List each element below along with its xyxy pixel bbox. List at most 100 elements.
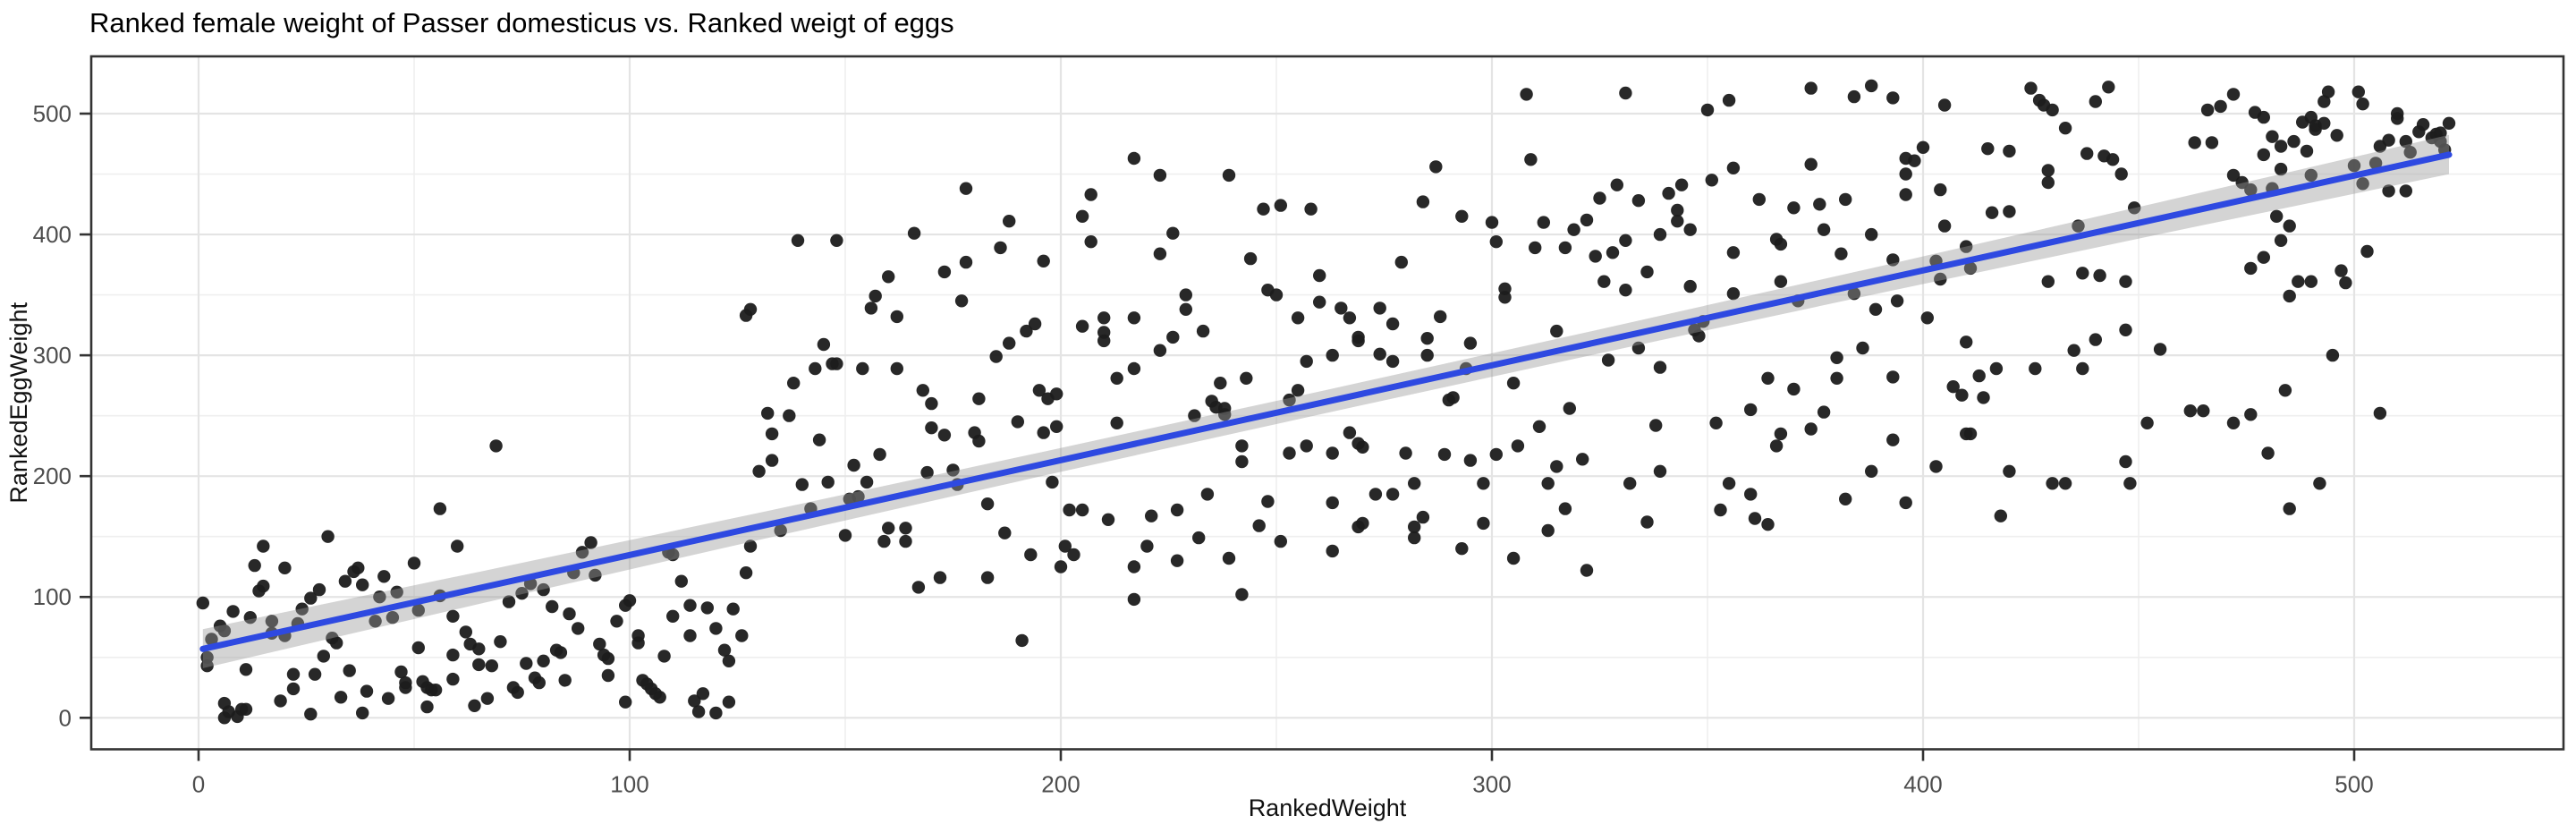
data-point — [1920, 311, 1934, 325]
data-point — [899, 522, 912, 535]
data-point — [1291, 311, 1305, 325]
data-point — [1252, 519, 1266, 532]
data-point — [856, 361, 869, 376]
data-point — [537, 654, 550, 667]
data-point — [812, 433, 826, 446]
data-point — [2003, 464, 2016, 478]
data-point — [821, 475, 835, 489]
data-point — [2244, 408, 2258, 421]
data-point — [2205, 136, 2219, 149]
data-point — [1640, 265, 1654, 279]
data-point — [1046, 475, 1059, 489]
data-point — [2058, 122, 2072, 135]
data-point — [2266, 130, 2279, 143]
data-point — [257, 539, 270, 553]
data-point — [1261, 495, 1275, 508]
data-point — [2235, 175, 2249, 190]
data-point — [2313, 477, 2326, 490]
data-point — [1037, 254, 1050, 268]
data-point — [1580, 564, 1594, 577]
data-point — [683, 629, 697, 642]
data-point — [1524, 153, 1538, 166]
data-point — [2076, 267, 2089, 280]
data-point — [2360, 244, 2374, 259]
data-point — [1804, 81, 1818, 95]
data-point — [2046, 477, 2059, 490]
data-point — [972, 392, 986, 405]
data-point — [390, 585, 403, 599]
x-axis-title: RankedWeight — [1249, 794, 1407, 821]
data-point — [882, 270, 895, 284]
data-point — [739, 566, 753, 580]
data-point — [1890, 294, 1904, 308]
data-point — [907, 226, 921, 240]
panel-border — [89, 55, 2565, 751]
data-point — [1075, 503, 1089, 517]
data-point — [334, 691, 348, 704]
data-point — [593, 637, 606, 651]
data-point — [1455, 542, 1469, 556]
data-point — [1532, 420, 1546, 433]
data-point — [601, 651, 615, 666]
data-point — [2119, 454, 2132, 469]
data-point — [989, 350, 1003, 363]
data-point — [1020, 324, 1033, 338]
data-point — [2356, 177, 2369, 191]
data-point — [399, 681, 412, 694]
data-point — [1127, 361, 1141, 376]
data-point — [360, 684, 374, 698]
data-point — [1127, 592, 1141, 607]
data-point — [1671, 203, 1684, 217]
data-point — [890, 310, 903, 324]
data-point — [1110, 416, 1123, 429]
y-tick-label: 400 — [33, 221, 72, 248]
data-point — [1170, 554, 1184, 567]
data-point — [765, 454, 779, 467]
data-point — [2283, 219, 2296, 233]
data-point — [1028, 317, 1042, 331]
data-point — [2119, 275, 2132, 288]
data-point — [1692, 329, 1706, 343]
data-point — [1373, 302, 1386, 315]
data-point — [1597, 275, 1611, 288]
data-point — [911, 581, 926, 594]
data-point — [1153, 168, 1167, 183]
data-point — [864, 302, 878, 315]
data-point — [196, 596, 209, 610]
data-point — [809, 361, 822, 376]
data-point — [830, 234, 843, 247]
data-point — [1847, 89, 1861, 104]
data-point — [1955, 388, 1969, 402]
data-point — [1326, 544, 1339, 558]
data-point — [1981, 142, 1995, 156]
data-point — [1235, 454, 1249, 469]
data-point — [1868, 302, 1883, 316]
data-point — [205, 633, 218, 646]
data-point — [485, 659, 498, 673]
data-point — [373, 590, 386, 604]
data-point — [274, 694, 287, 708]
data-point — [1567, 223, 1580, 236]
data-point — [2347, 158, 2361, 173]
data-point — [972, 434, 986, 448]
data-point — [2309, 123, 2322, 136]
data-point — [852, 489, 865, 504]
data-point — [847, 458, 860, 472]
data-point — [1774, 275, 1788, 288]
data-point — [709, 706, 723, 720]
data-point — [1541, 523, 1555, 538]
data-point — [761, 406, 775, 420]
data-point — [2321, 85, 2335, 98]
data-point — [980, 497, 995, 511]
data-point — [1037, 426, 1050, 439]
data-point — [433, 502, 447, 515]
data-point — [1179, 288, 1193, 302]
data-point — [1787, 382, 1801, 396]
data-point — [286, 667, 301, 681]
data-point — [1726, 161, 1741, 174]
data-point — [1416, 195, 1430, 208]
data-point — [1166, 226, 1180, 240]
data-point — [278, 561, 292, 574]
data-point — [1463, 336, 1478, 350]
data-point — [765, 427, 779, 441]
